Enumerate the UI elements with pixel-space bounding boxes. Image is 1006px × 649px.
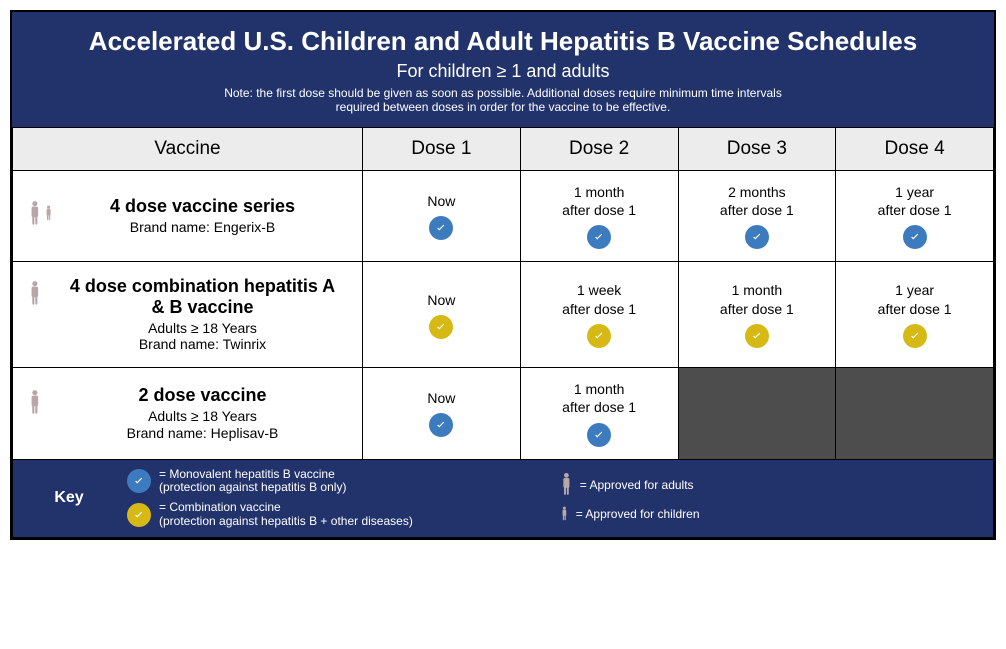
- dose-text: 1 year: [844, 183, 985, 201]
- dose-text: 1 year: [844, 281, 985, 299]
- dose-text: Now: [371, 192, 512, 210]
- dose-text: after dose 1: [844, 300, 985, 318]
- dose-cell: [836, 368, 994, 459]
- check-icon: [127, 469, 151, 493]
- dose-text: Now: [371, 389, 512, 407]
- col-dose-2: Dose 2: [520, 127, 678, 170]
- schedule-table: Vaccine Dose 1 Dose 2 Dose 3 Dose 4 4 do…: [12, 127, 994, 538]
- key-item: = Approved for children: [561, 506, 977, 525]
- dose-text: after dose 1: [529, 300, 670, 318]
- dose-cell: 1 yearafter dose 1: [836, 170, 994, 261]
- vaccine-cell: 4 dose combination hepatitis A & B vacci…: [13, 262, 363, 368]
- dose-text: Now: [371, 291, 512, 309]
- check-icon: [127, 503, 151, 527]
- check-icon: [745, 324, 769, 348]
- check-icon: [429, 413, 453, 437]
- header-note: Note: the first dose should be given as …: [203, 86, 803, 115]
- vaccine-title: 4 dose vaccine series: [63, 196, 342, 217]
- person-adult-icon: [29, 200, 41, 230]
- check-icon: [429, 315, 453, 339]
- table-row: 4 dose vaccine series Brand name: Engerix…: [13, 170, 994, 261]
- dose-cell: 1 monthafter dose 1: [520, 368, 678, 459]
- col-dose-4: Dose 4: [836, 127, 994, 170]
- col-dose-3: Dose 3: [678, 127, 836, 170]
- check-icon: [903, 324, 927, 348]
- vaccine-title: 2 dose vaccine: [63, 385, 342, 406]
- person-adult-icon: [29, 280, 41, 310]
- person-child-icon: [561, 506, 568, 525]
- dose-text: after dose 1: [529, 201, 670, 219]
- vaccine-cell: 2 dose vaccine Adults ≥ 18 YearsBrand nam…: [13, 368, 363, 459]
- col-dose-1: Dose 1: [363, 127, 521, 170]
- key-item: = Combination vaccine(protection against…: [127, 501, 543, 529]
- dose-text: 1 month: [529, 380, 670, 398]
- dose-cell: [678, 368, 836, 459]
- dose-cell: 1 yearafter dose 1: [836, 262, 994, 368]
- check-icon: [903, 225, 927, 249]
- vaccine-subline: Brand name: Engerix-B: [63, 219, 342, 236]
- page-subtitle: For children ≥ 1 and adults: [52, 61, 954, 82]
- key-text: = Combination vaccine(protection against…: [159, 501, 413, 529]
- person-adult-icon: [561, 472, 572, 500]
- vaccine-subline: Brand name: Heplisav-B: [63, 425, 342, 442]
- check-icon: [429, 216, 453, 240]
- dose-text: after dose 1: [529, 398, 670, 416]
- person-adult-icon: [29, 389, 41, 419]
- check-icon: [745, 225, 769, 249]
- key-row: Key = Monovalent hepatitis B vaccine(prot…: [13, 459, 994, 537]
- vaccine-subline: Adults ≥ 18 Years: [63, 408, 342, 425]
- vaccine-subline: Adults ≥ 18 Years: [63, 320, 342, 337]
- col-vaccine: Vaccine: [13, 127, 363, 170]
- dose-cell: 2 monthsafter dose 1: [678, 170, 836, 261]
- schedule-table-container: Accelerated U.S. Children and Adult Hepa…: [10, 10, 996, 540]
- vaccine-cell: 4 dose vaccine series Brand name: Engerix…: [13, 170, 363, 261]
- page-title: Accelerated U.S. Children and Adult Hepa…: [52, 26, 954, 57]
- vaccine-subline: Brand name: Twinrix: [63, 336, 342, 353]
- dose-text: after dose 1: [687, 300, 828, 318]
- dose-text: 1 week: [529, 281, 670, 299]
- header-banner: Accelerated U.S. Children and Adult Hepa…: [12, 12, 994, 127]
- check-icon: [587, 225, 611, 249]
- key-text: = Approved for adults: [580, 479, 694, 493]
- key-item: = Approved for adults: [561, 472, 977, 500]
- dose-text: 2 months: [687, 183, 828, 201]
- dose-text: 1 month: [687, 281, 828, 299]
- column-header-row: Vaccine Dose 1 Dose 2 Dose 3 Dose 4: [13, 127, 994, 170]
- dose-cell: 1 weekafter dose 1: [520, 262, 678, 368]
- dose-cell: Now: [363, 170, 521, 261]
- dose-text: after dose 1: [687, 201, 828, 219]
- dose-text: 1 month: [529, 183, 670, 201]
- dose-cell: Now: [363, 368, 521, 459]
- dose-cell: 1 monthafter dose 1: [520, 170, 678, 261]
- key-item: = Monovalent hepatitis B vaccine(protect…: [127, 468, 543, 496]
- key-label: Key: [29, 488, 109, 509]
- person-child-icon: [45, 205, 52, 225]
- key-text: = Approved for children: [576, 508, 700, 522]
- dose-cell: 1 monthafter dose 1: [678, 262, 836, 368]
- dose-cell: Now: [363, 262, 521, 368]
- table-row: 2 dose vaccine Adults ≥ 18 YearsBrand nam…: [13, 368, 994, 459]
- check-icon: [587, 324, 611, 348]
- key-text: = Monovalent hepatitis B vaccine(protect…: [159, 468, 346, 496]
- table-row: 4 dose combination hepatitis A & B vacci…: [13, 262, 994, 368]
- dose-text: after dose 1: [844, 201, 985, 219]
- check-icon: [587, 423, 611, 447]
- key-cell: Key = Monovalent hepatitis B vaccine(prot…: [13, 459, 994, 537]
- vaccine-title: 4 dose combination hepatitis A & B vacci…: [63, 276, 342, 317]
